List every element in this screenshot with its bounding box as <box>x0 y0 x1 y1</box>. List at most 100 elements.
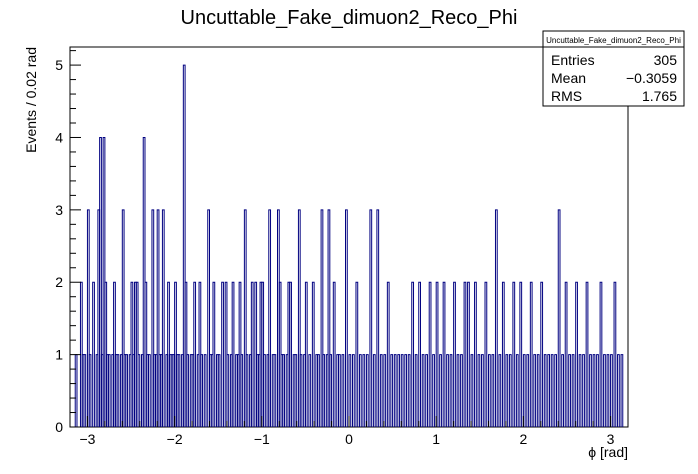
histogram-bin <box>263 354 266 427</box>
histogram-bin <box>515 354 519 427</box>
histogram-bin <box>345 209 348 427</box>
histogram-bin <box>494 209 498 427</box>
histogram-bin <box>421 354 425 427</box>
histogram-bin <box>327 209 331 427</box>
histogram-bin <box>383 354 387 427</box>
histogram-bin <box>177 354 181 427</box>
histogram-bin <box>365 354 369 427</box>
histogram-bin <box>125 354 129 427</box>
histogram-bin <box>557 209 561 427</box>
histogram-bin <box>372 354 376 427</box>
histogram-bin <box>226 354 230 427</box>
histogram-bin <box>411 281 415 427</box>
histogram-bin <box>338 354 341 427</box>
x-tick-label: 1 <box>432 431 440 447</box>
histogram-bin <box>442 281 446 427</box>
histogram-bars <box>74 64 624 427</box>
histogram-bin <box>329 354 333 427</box>
histogram-bin <box>456 354 460 427</box>
y-axis: 0 1 2 3 4 5 <box>55 50 81 435</box>
histogram-bin <box>203 354 207 427</box>
histogram-bin <box>245 354 249 427</box>
histogram-bin <box>446 354 449 427</box>
histogram-bin <box>533 354 537 427</box>
x-axis-label: ϕ [rad] <box>588 444 628 460</box>
histogram-bin <box>463 281 467 427</box>
histogram-bin <box>358 354 362 427</box>
histogram-bin <box>453 281 456 427</box>
histogram-bin <box>348 354 352 427</box>
histogram-bin <box>200 354 204 427</box>
histogram-bin <box>439 354 442 427</box>
histogram-bin <box>404 354 408 427</box>
histogram-bin <box>477 354 481 427</box>
histogram-bin <box>592 354 596 427</box>
stats-mean-label: Mean <box>551 70 586 86</box>
y-tick-label: 5 <box>55 57 63 73</box>
histogram-bin <box>386 281 390 427</box>
histogram-bin <box>74 354 78 427</box>
histogram-bin <box>536 354 540 427</box>
histogram-bin <box>397 354 401 427</box>
histogram-bin <box>505 354 509 427</box>
histogram-bin <box>522 354 526 427</box>
histogram-bin <box>308 354 312 427</box>
histogram-bin <box>606 354 610 427</box>
y-tick-label: 2 <box>55 274 63 290</box>
histogram-bin <box>547 354 551 427</box>
histogram-bin <box>498 354 502 427</box>
histogram-bin <box>575 281 578 427</box>
histogram-bin <box>460 354 463 427</box>
histogram-bin <box>550 354 554 427</box>
histogram-bin <box>322 354 326 427</box>
histogram-bin <box>297 209 301 427</box>
histogram-bin <box>474 281 477 427</box>
histogram-bin <box>304 281 308 427</box>
histogram-bin <box>240 354 244 427</box>
stats-box-name: Uncuttable_Fake_dimuon2_Reco_Phi <box>546 36 681 45</box>
stats-box: Uncuttable_Fake_dimuon2_Reco_Phi Entries… <box>542 30 685 107</box>
histogram-bin <box>449 354 453 427</box>
histogram-bin <box>561 354 564 427</box>
histogram-bin <box>186 354 190 427</box>
histogram-bin <box>501 281 505 427</box>
histogram-bin <box>376 209 380 427</box>
histogram-bin <box>207 209 210 427</box>
histogram-bin <box>341 354 345 427</box>
histogram-bin <box>610 354 613 427</box>
histogram-bin <box>231 281 235 427</box>
histogram-bin <box>221 281 224 427</box>
histogram-bin <box>425 354 428 427</box>
histogram-bin <box>491 354 495 427</box>
x-axis: −3 −2 −1 0 1 2 3 <box>69 416 629 447</box>
y-tick-label: 1 <box>55 347 63 363</box>
histogram-bin <box>299 354 303 427</box>
histogram-bin <box>585 281 589 427</box>
histogram-bin <box>414 354 418 427</box>
x-tick-label: −3 <box>79 431 95 447</box>
stats-entries-value: 305 <box>654 52 678 68</box>
histogram-bin <box>92 281 95 427</box>
histogram-bin <box>107 354 111 427</box>
histogram-bin <box>613 281 617 427</box>
histogram-bin <box>243 209 247 427</box>
y-tick-label: 3 <box>55 202 63 218</box>
histogram-bin <box>182 64 186 427</box>
histogram-bin <box>317 354 320 427</box>
histogram-bin <box>571 354 575 427</box>
histogram-bin <box>217 354 221 427</box>
histogram-bin <box>390 354 394 427</box>
histogram-bin <box>250 281 254 427</box>
histogram-bin <box>161 209 165 427</box>
histogram-bin <box>289 281 292 427</box>
histogram-bin <box>121 209 125 427</box>
histogram-bin <box>428 281 432 427</box>
histogram-bin <box>320 209 324 427</box>
histogram-bin <box>470 354 474 427</box>
histogram-bin <box>116 354 120 427</box>
y-axis-label: Events / 0.02 rad <box>23 47 39 153</box>
histogram-bin <box>83 354 87 427</box>
histogram-bin <box>351 354 355 427</box>
histogram-bin <box>582 354 585 427</box>
histogram-bin <box>589 354 592 427</box>
